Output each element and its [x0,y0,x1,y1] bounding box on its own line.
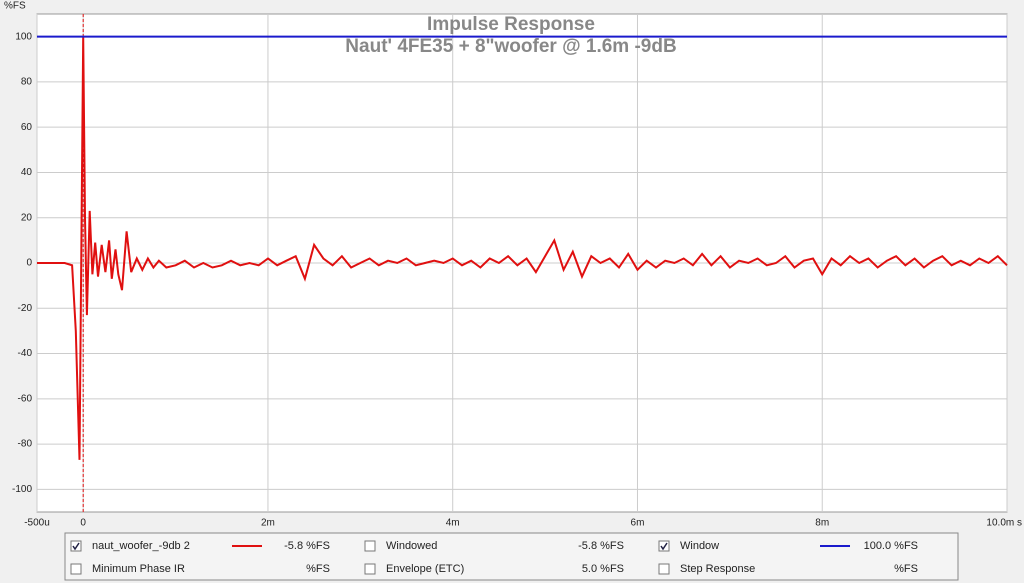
chart-subtitle: Naut' 4FE35 + 8"woofer @ 1.6m -9dB [345,36,676,57]
checkbox [70,563,82,575]
x-tick-label: 10.0m s [986,518,1022,529]
y-tick-label: 100 [15,31,32,42]
checkbox [364,540,376,552]
y-tick-label: 20 [21,212,33,223]
legend-readout: 5.0 %FS [582,563,624,575]
checkbox [70,540,82,552]
legend-readout: %FS [894,563,918,575]
y-tick-label: 40 [21,167,33,178]
legend-readout: %FS [306,563,330,575]
checkbox [364,563,376,575]
y-tick-label: -80 [18,439,33,450]
legend-label: Envelope (ETC) [386,563,464,575]
x-tick-label: 8m [815,518,829,529]
x-tick-label: 6m [631,518,645,529]
y-tick-label: 0 [26,258,32,269]
y-tick-label: -40 [18,348,33,359]
check-mark [660,542,668,551]
legend: naut_woofer_-9db 2 -5.8 %FS Windowed -5.8 %… [70,540,918,575]
y-tick-label: -60 [18,393,33,404]
legend-label: Window [680,540,719,552]
y-tick-label: -100 [12,484,32,495]
legend-readout: 100.0 %FS [864,540,918,552]
check-mark [72,542,80,551]
legend-readout: -5.8 %FS [578,540,624,552]
y-tick-label: 80 [21,77,33,88]
y-tick-label: -20 [18,303,33,314]
y-axis-label: %FS [4,1,26,12]
legend-panel [64,532,959,581]
x-tick-label: 0 [80,518,86,529]
legend-label: naut_woofer_-9db 2 [92,540,190,552]
y-tick-label: 60 [21,122,33,133]
x-tick-label: -500u [24,518,50,529]
chart-title: Impulse Response [427,14,595,35]
x-tick-label: 4m [446,518,460,529]
legend-label: Step Response [680,563,755,575]
checkbox [658,540,670,552]
legend-label: Minimum Phase IR [92,563,185,575]
legend-label: Windowed [386,540,437,552]
legend-readout: -5.8 %FS [284,540,330,552]
checkbox [658,563,670,575]
series-line [37,36,1008,460]
x-tick-label: 2m [261,518,275,529]
